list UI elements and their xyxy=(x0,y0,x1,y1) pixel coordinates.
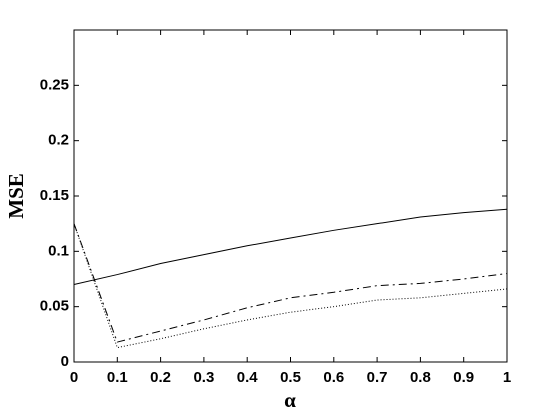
y-axis-title: MSE xyxy=(4,173,28,219)
y-tick-label: 0.05 xyxy=(40,298,69,315)
series-line xyxy=(73,223,508,349)
x-tick-label: 0.9 xyxy=(453,369,474,386)
series-line xyxy=(73,208,508,286)
plot-frame xyxy=(73,29,508,363)
x-tick-label: 0.3 xyxy=(193,369,214,386)
x-tick-label: 0.1 xyxy=(107,369,128,386)
x-tick-label: 0.2 xyxy=(150,369,171,386)
x-tick-label: 1 xyxy=(503,369,511,386)
x-tick-label: 0.6 xyxy=(323,369,344,386)
y-tick-label: 0.1 xyxy=(48,242,69,259)
y-tick-label: 0.25 xyxy=(40,76,69,93)
x-tick-label: 0.4 xyxy=(237,369,259,386)
x-tick-label: 0.7 xyxy=(367,369,388,386)
x-axis-title: α xyxy=(284,388,296,412)
y-tick-label: 0.15 xyxy=(40,187,69,204)
x-tick-label: 0.5 xyxy=(280,369,301,386)
series-line xyxy=(73,223,508,343)
x-tick-label: 0 xyxy=(70,369,78,386)
y-tick-label: 0.2 xyxy=(48,132,69,149)
y-tick-label: 0 xyxy=(61,353,69,370)
x-tick-label: 0.8 xyxy=(410,369,431,386)
